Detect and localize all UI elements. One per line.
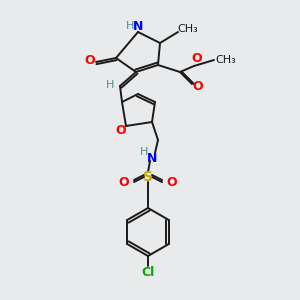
Text: H: H (140, 147, 148, 157)
Text: O: O (193, 80, 203, 92)
Text: O: O (119, 176, 129, 188)
Text: O: O (192, 52, 202, 65)
Text: N: N (147, 152, 157, 166)
Text: S: S (143, 170, 153, 184)
Text: O: O (85, 55, 95, 68)
Text: H: H (126, 21, 134, 31)
Text: H: H (106, 80, 114, 90)
Text: CH₃: CH₃ (216, 55, 236, 65)
Text: CH₃: CH₃ (178, 24, 198, 34)
Text: O: O (167, 176, 177, 188)
Text: O: O (116, 124, 126, 137)
Text: Cl: Cl (141, 266, 154, 280)
Text: N: N (133, 20, 143, 32)
